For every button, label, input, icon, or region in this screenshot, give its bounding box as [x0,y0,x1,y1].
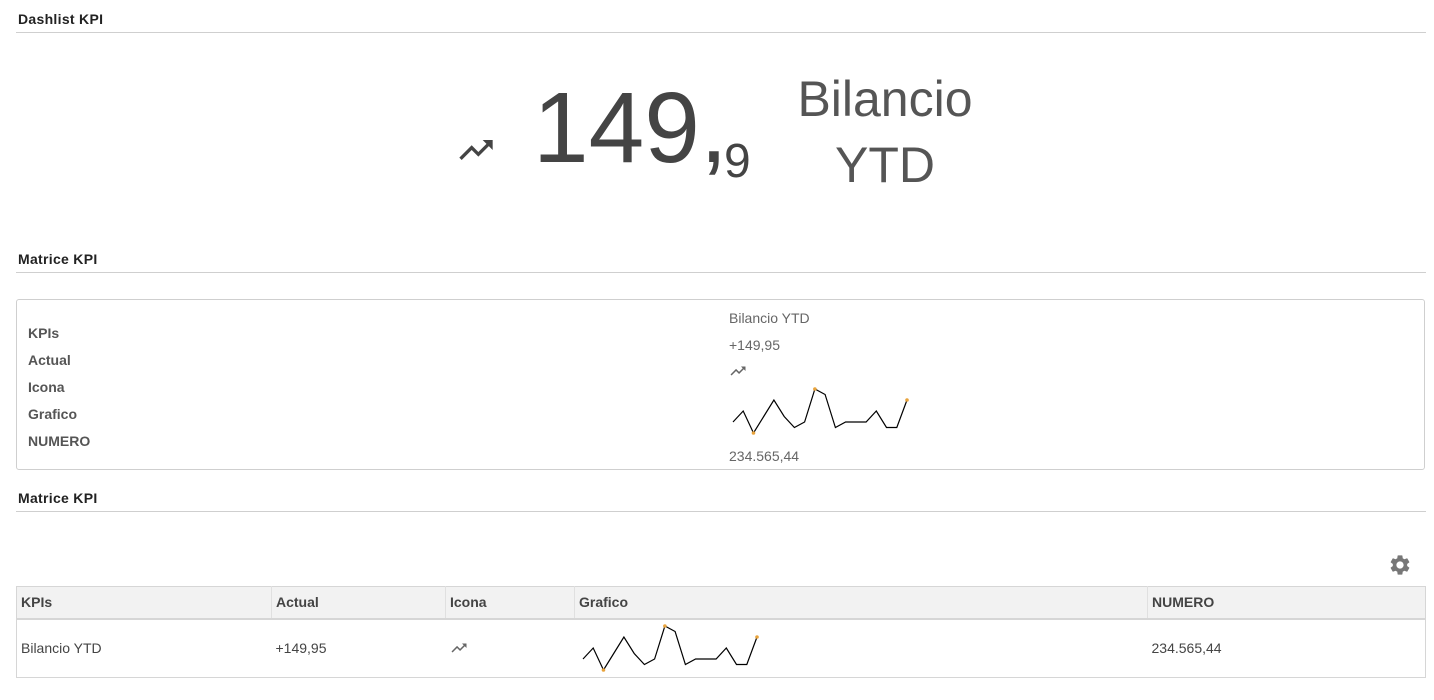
kpi-matrix-table: KPIs Actual Icona Grafico NUMERO Bilanci… [16,586,1426,678]
matrix-table-title: Matrice KPI [18,490,98,506]
table-row[interactable]: Bilancio YTD +149,95 234.565,44 [16,618,1426,678]
card-sparkline [732,387,909,435]
trending-up-icon [459,140,493,160]
sparkline-max-marker [813,387,817,391]
matrix-card-divider [16,272,1426,273]
table-sparkline [582,624,759,672]
cell-grafico [574,618,1148,678]
cell-icon [445,618,575,678]
dashlist-divider [16,32,1426,33]
column-header-icona[interactable]: Icona [445,586,575,620]
row-label-kpis: KPIs [28,325,60,341]
row-label-actual: Actual [28,352,71,368]
cell-numero: 234.565,44 [1147,618,1426,678]
row-label-icona: Icona [28,379,65,395]
sparkline-min-marker [751,431,756,435]
column-header-numero[interactable]: NUMERO [1147,586,1426,620]
column-header-kpis[interactable]: KPIs [16,586,272,620]
kpi-value-integer: 149, [533,72,728,184]
kpi-value-decimal: 9 [724,135,751,188]
kpi-label-line1: Bilancio [797,71,973,127]
dashlist-kpi-display: 149, 9 Bilancio YTD [0,40,1434,210]
dashlist-title: Dashlist KPI [18,11,104,27]
trending-up-icon [730,366,746,376]
sparkline-line [732,388,908,435]
sparkline-last-marker [905,398,909,402]
card-numero-value: 234.565,44 [729,448,800,464]
cell-kpi-name: Bilancio YTD [16,618,272,678]
trending-up-icon [451,643,466,653]
column-header-grafico[interactable]: Grafico [574,586,1148,620]
card-kpi-name: Bilancio YTD [729,310,810,326]
matrix-table-divider [16,511,1426,512]
matrix-kpi-card: KPIs Actual Icona Grafico NUMERO Bilanci… [16,299,1425,470]
gear-icon[interactable] [1388,553,1412,577]
column-header-actual[interactable]: Actual [271,586,446,620]
card-actual-value: +149,95 [729,337,780,353]
cell-actual: +149,95 [271,618,446,678]
sparkline-last-marker [754,635,759,639]
table-header-row: KPIs Actual Icona Grafico NUMERO [16,586,1426,620]
kpi-label: Bilancio YTD [785,66,985,198]
matrix-card-title: Matrice KPI [18,251,98,267]
sparkline-min-marker [601,668,605,672]
row-label-numero: NUMERO [28,433,91,449]
sparkline-max-marker [662,624,667,628]
row-label-grafico: Grafico [28,406,78,422]
kpi-label-line2: YTD [835,137,935,193]
sparkline-line [582,625,758,672]
